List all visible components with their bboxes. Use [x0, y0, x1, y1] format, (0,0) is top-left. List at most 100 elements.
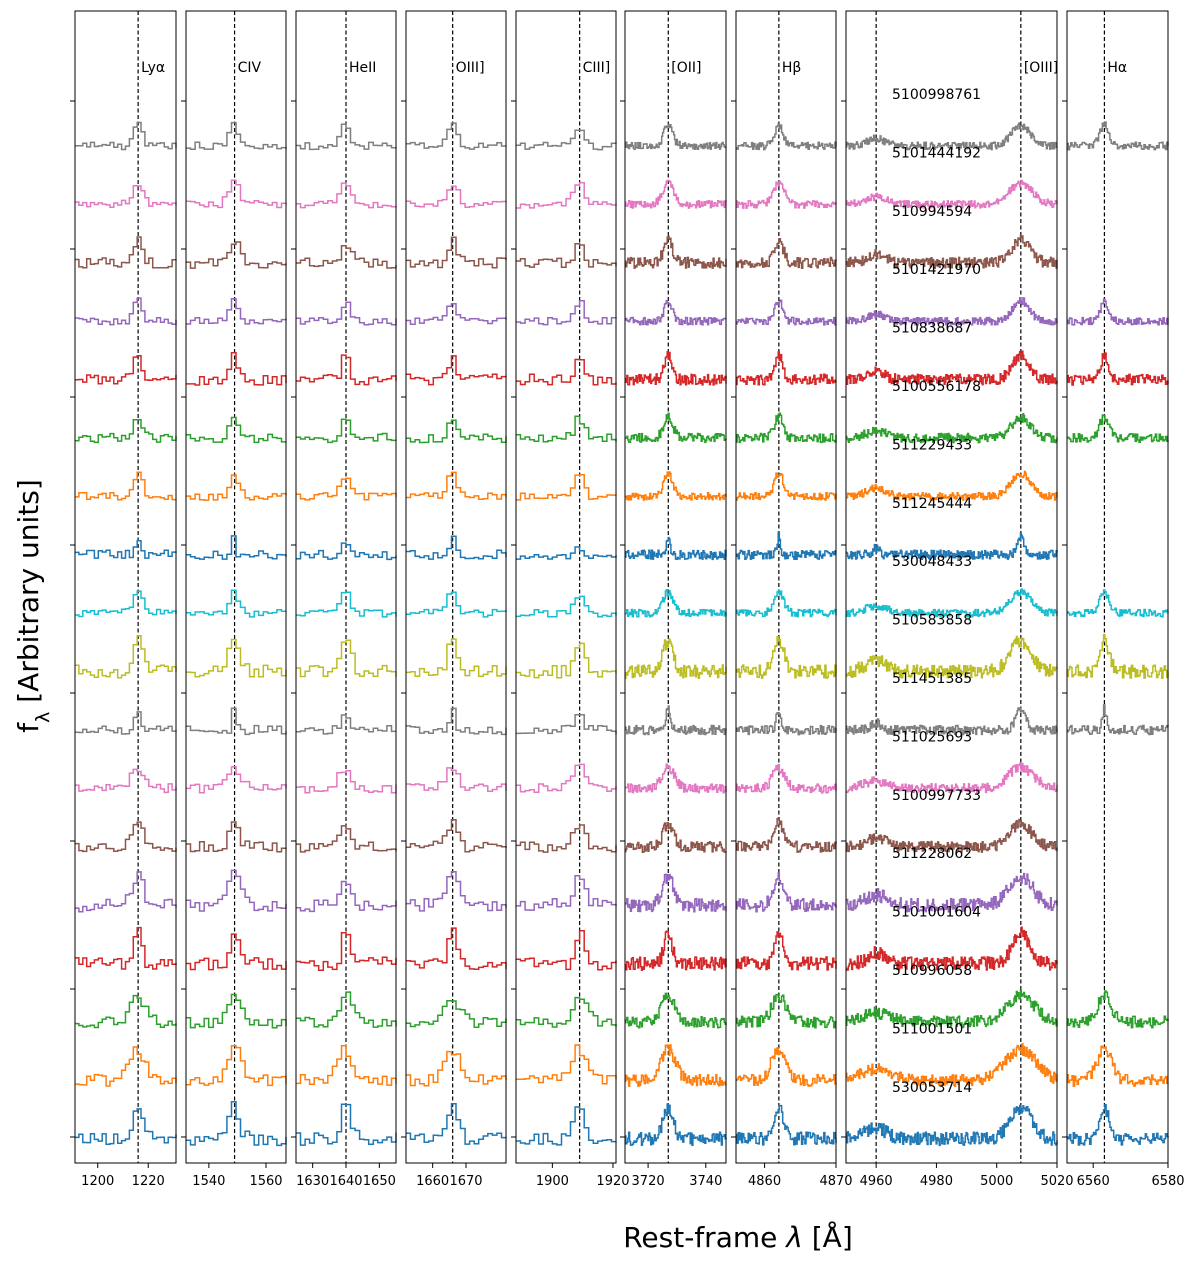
x-tick-label-1-1: 1200	[81, 1174, 114, 1189]
spectrum-5-10	[516, 642, 617, 679]
spectrum-8-3	[846, 234, 1058, 269]
spectrum-3-5	[296, 354, 397, 386]
spectrum-6-10	[625, 638, 727, 680]
spectrum-7-11	[736, 712, 837, 736]
spectrum-7-6	[736, 412, 837, 444]
spectrum-8-8	[846, 532, 1058, 561]
object-id-label-14: 511228062	[892, 846, 972, 862]
object-id-label-11: 511451385	[892, 671, 972, 687]
spectrum-9-16	[1067, 990, 1169, 1029]
line-label-5: CIII]	[583, 60, 611, 76]
x-tick-label-7-2: 4870	[819, 1174, 852, 1189]
spectrum-6-1	[625, 123, 727, 151]
spectrum-7-17	[736, 1047, 837, 1087]
object-id-label-6: 5100556178	[892, 379, 981, 395]
spectrum-5-17	[516, 1044, 617, 1085]
spectrum-4-6	[406, 419, 507, 444]
panel-7: Hβ 4860 4870	[731, 10, 853, 1189]
spectrum-2-12	[186, 766, 287, 794]
spectrum-4-1	[406, 122, 507, 150]
spectrum-7-16	[736, 993, 837, 1029]
spectrum-4-7	[406, 471, 507, 500]
spectrum-7-14	[736, 872, 837, 913]
spectrum-3-3	[296, 244, 397, 269]
spectrum-5-13	[516, 824, 617, 853]
spectrum-9-6	[1067, 414, 1169, 443]
object-id-label-13: 5100997733	[892, 788, 981, 804]
spectrum-7-9	[736, 589, 837, 618]
spectrum-6-12	[625, 763, 727, 794]
spectrum-6-18	[625, 1103, 727, 1147]
object-id-label-7: 511229433	[892, 437, 972, 453]
spectrum-7-4	[736, 299, 837, 326]
object-id-label-18: 530053714	[892, 1080, 972, 1096]
object-id-label-15: 5101001604	[892, 905, 981, 921]
spectrum-2-11	[186, 707, 287, 736]
spectrum-4-9	[406, 591, 507, 618]
spectrum-5-11	[516, 713, 617, 735]
panel-2: CIV 1540 1560	[181, 10, 287, 1189]
spectrum-3-13	[296, 825, 397, 853]
spectrum-8-4	[846, 296, 1058, 326]
spectrum-3-14	[296, 880, 397, 913]
spectrum-4-3	[406, 236, 507, 269]
x-tick-label-2-2: 1560	[249, 1174, 282, 1189]
spectrum-9-4	[1067, 298, 1169, 326]
object-id-label-8: 511245444	[892, 496, 972, 512]
spectrum-3-4	[296, 301, 397, 326]
spectrum-2-15	[186, 933, 287, 971]
spectrum-8-14	[846, 872, 1058, 913]
x-axis-label-prefix: Rest-frame	[623, 1221, 786, 1254]
object-id-label-5: 510838687	[892, 321, 972, 337]
spectrum-7-3	[736, 238, 837, 269]
spectrum-4-10	[406, 638, 507, 678]
x-tick-label-5-1: 1900	[536, 1174, 569, 1189]
spectrum-4-5	[406, 355, 507, 386]
object-id-label-16: 510996058	[892, 963, 972, 979]
spectrum-8-15	[846, 926, 1058, 971]
panel-6: [OII] 3720 3740	[620, 10, 727, 1189]
spectrum-5-18	[516, 1106, 617, 1146]
x-tick-label-4-1: 1660	[416, 1174, 449, 1189]
spectrum-6-2	[625, 179, 727, 209]
spectrum-7-5	[736, 351, 837, 386]
spectrum-4-13	[406, 818, 507, 853]
object-id-label-17: 511001501	[892, 1021, 972, 1037]
spectrum-8-12	[846, 762, 1058, 794]
spectrum-5-6	[516, 415, 617, 443]
spectrum-8-9	[846, 588, 1058, 618]
spectrum-6-11	[625, 705, 727, 736]
spectrum-6-17	[625, 1044, 727, 1087]
spectrum-7-12	[736, 763, 837, 794]
spectrum-4-2	[406, 185, 507, 208]
spectrum-5-7	[516, 473, 617, 501]
object-id-label-12: 511025693	[892, 729, 972, 745]
spectrum-6-4	[625, 299, 727, 326]
panel-frame-4	[405, 10, 507, 1164]
spectrum-4-12	[406, 767, 507, 793]
x-tick-label-2-1: 1540	[192, 1174, 225, 1189]
spectrum-1-18	[75, 1108, 177, 1146]
spectrum-1-6	[75, 418, 177, 444]
spectrum-4-17	[406, 1050, 507, 1087]
x-axis-label-var: λ	[784, 1221, 803, 1254]
spectrum-5-5	[516, 358, 617, 386]
y-axis-label-main: f	[12, 722, 45, 733]
spectrum-1-5	[75, 354, 177, 385]
spectrum-3-9	[296, 591, 397, 618]
line-label-6: [OII]	[671, 60, 701, 76]
spectrum-6-16	[625, 992, 727, 1029]
spectrum-7-8	[736, 531, 837, 561]
spectrum-2-17	[186, 1044, 287, 1087]
spectrum-5-9	[516, 595, 617, 618]
spectrum-6-5	[625, 350, 727, 386]
spectrum-6-13	[625, 821, 727, 853]
spectrum-3-17	[296, 1044, 397, 1086]
spectrum-4-11	[406, 707, 507, 736]
x-tick-label-8-1: 4960	[860, 1174, 893, 1189]
spectrum-2-2	[186, 179, 287, 209]
x-tick-label-3-1: 1630	[296, 1174, 329, 1189]
panel-8: [OIII] 4960 4980 5000 5020	[841, 10, 1074, 1189]
object-id-label-9: 530048433	[892, 554, 972, 570]
